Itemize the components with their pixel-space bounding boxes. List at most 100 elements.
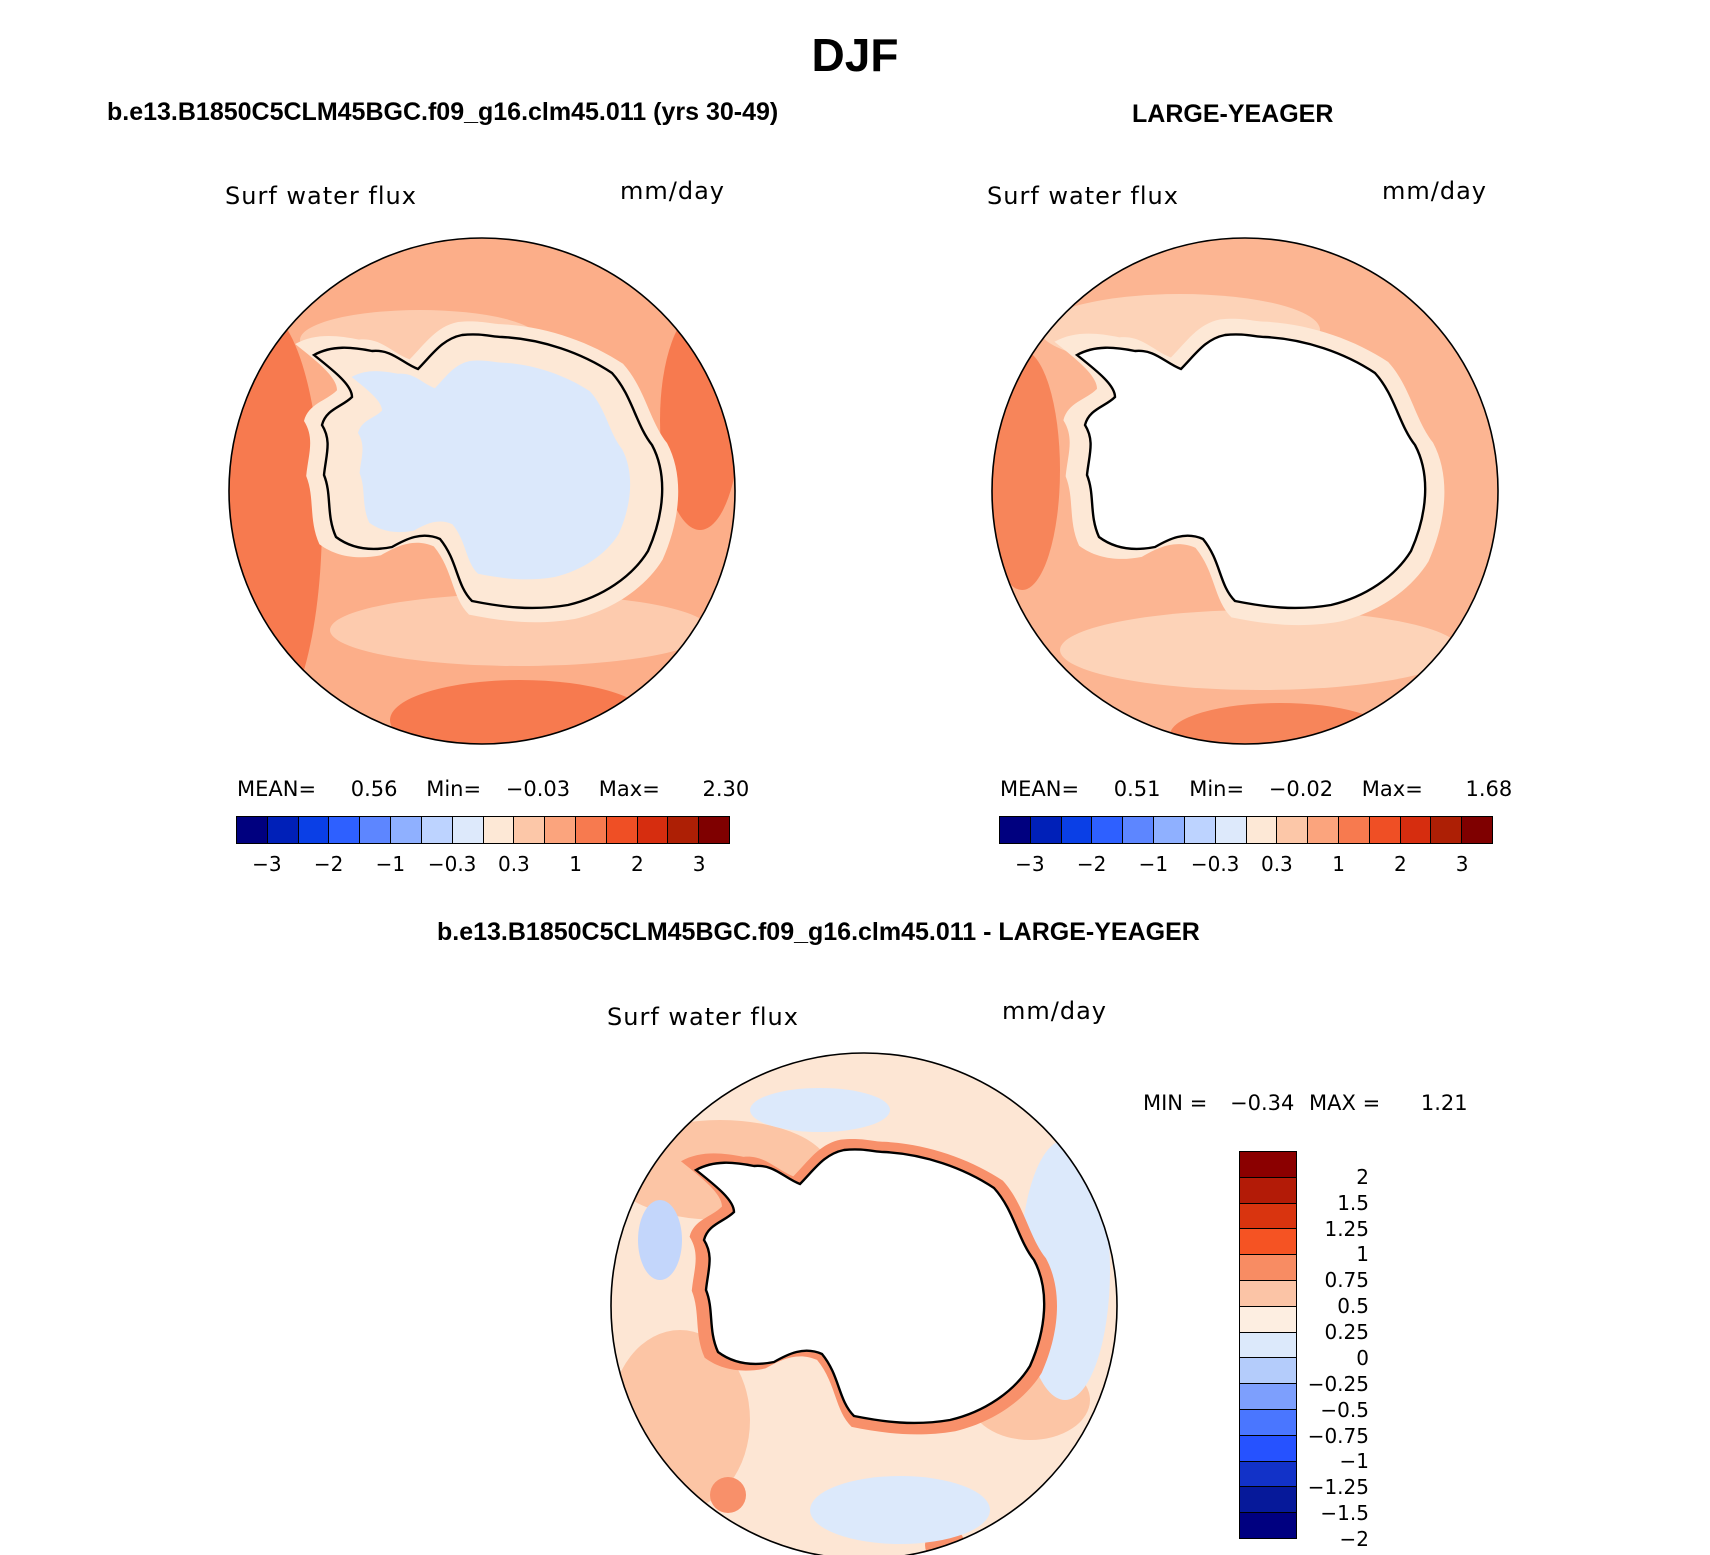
colorbar-tick-label: −2 — [1339, 1527, 1369, 1551]
colorbar-tick-label: 0.5 — [1337, 1294, 1369, 1319]
colorbar-tick-label: −0.75 — [1307, 1423, 1369, 1448]
colorbar-swatch — [1240, 1358, 1296, 1385]
colorbar-swatch — [1338, 817, 1370, 843]
colorbar-swatch — [267, 817, 299, 843]
ocean-strong — [992, 350, 1060, 590]
colorbar-swatch — [1061, 817, 1093, 843]
colorbar-swatch — [668, 817, 700, 843]
colorbar-tick-label: −0.3 — [427, 852, 477, 876]
colorbar-tick-label: −2 — [1076, 852, 1107, 876]
colorbar-tick-label: −3 — [1015, 852, 1045, 876]
ocean-strong — [1170, 703, 1390, 744]
colorbar-swatch — [545, 817, 576, 843]
colorbar-diff — [1239, 1151, 1297, 1539]
colorbar-swatch — [1092, 817, 1124, 843]
colorbar-tick-label: −3 — [252, 852, 282, 876]
map-model — [228, 237, 736, 745]
min-label: Min= — [426, 777, 482, 801]
colorbar-swatch — [1369, 817, 1401, 843]
mean-label: MEAN= — [1000, 777, 1080, 801]
colorbar-swatch — [637, 817, 669, 843]
colorbar-tick-label: 2 — [1394, 852, 1407, 876]
colorbar-tick-label: 0.25 — [1324, 1320, 1369, 1345]
figure-title: DJF — [811, 29, 899, 81]
map-boundary — [610, 1052, 1118, 1555]
colorbar-swatch — [421, 817, 453, 843]
colorbar-tick-label: 1 — [1356, 1242, 1369, 1267]
panel-title-diff: b.e13.B1850C5CLM45BGC.f09_g16.clm45.011 … — [437, 918, 1200, 946]
colorbar-swatch — [1154, 817, 1185, 843]
colorbar-swatch — [1240, 1384, 1296, 1410]
panel-title-obs: LARGE-YEAGER — [1132, 100, 1334, 128]
panel-title-model: b.e13.B1850C5CLM45BGC.f09_g16.clm45.011 … — [107, 98, 779, 126]
colorbar-swatch — [298, 817, 330, 843]
ocean-weak — [1060, 610, 1460, 690]
colorbar-swatch — [1462, 817, 1492, 843]
colorbar-swatch — [1123, 817, 1155, 843]
units-label-diff: mm/day — [1002, 997, 1107, 1025]
colorbar-swatch — [391, 817, 422, 843]
colorbar-swatch — [1308, 817, 1339, 843]
max-value: 1.68 — [1465, 777, 1513, 801]
ocean-weak — [330, 594, 710, 666]
colorbar-swatch — [1240, 1203, 1296, 1230]
colorbar-swatch — [1240, 1487, 1296, 1514]
ocean-strong — [390, 680, 650, 744]
max-label: Max= — [598, 777, 660, 801]
colorbar-swatch — [360, 817, 392, 843]
colorbar-tick-label: 2 — [631, 852, 644, 876]
min-value: −0.03 — [505, 777, 571, 801]
stats-diff: MIN = −0.34 MAX = 1.21 — [1143, 1091, 1468, 1115]
max-value: 2.30 — [702, 777, 750, 801]
colorbar-tick-label: −0.5 — [1320, 1397, 1369, 1422]
max-label: Max= — [1361, 777, 1423, 801]
colorbar-swatch — [1277, 817, 1309, 843]
negative-anomaly — [750, 1088, 890, 1132]
colorbar-tick-label: −1.25 — [1307, 1475, 1369, 1500]
colorbar-swatch — [1240, 1152, 1296, 1178]
colorbar-swatch — [1215, 817, 1247, 843]
variable-label-model: Surf water flux — [225, 182, 417, 210]
colorbar-swatch — [1431, 817, 1463, 843]
colorbar-tick-label: 0.75 — [1324, 1268, 1369, 1293]
colorbar-swatch — [1240, 1280, 1296, 1307]
map-boundary — [991, 237, 1499, 745]
max-value: 1.21 — [1420, 1091, 1468, 1115]
colorbar-swatch — [1240, 1306, 1296, 1333]
colorbar-tick-label: 1.5 — [1337, 1190, 1369, 1215]
colorbar-swatch — [1400, 817, 1432, 843]
colorbar-swatch — [1000, 817, 1031, 843]
colorbar-tick-label: −2 — [313, 852, 344, 876]
colorbar-tick-label: 3 — [692, 852, 706, 876]
colorbar-swatch — [514, 817, 546, 843]
variable-label-obs: Surf water flux — [987, 182, 1179, 210]
units-label-model: mm/day — [620, 177, 725, 205]
colorbar-swatch — [1240, 1332, 1296, 1359]
map-boundary — [228, 237, 736, 745]
strong-anomaly — [710, 1477, 746, 1513]
stats-obs: MEAN= 0.51 Min= −0.02 Max= 1.68 — [1000, 777, 1512, 801]
mean-label: MEAN= — [237, 777, 317, 801]
variable-label-diff: Surf water flux — [607, 1003, 799, 1031]
colorbar-swatch — [237, 817, 268, 843]
colorbar-tick-label: −0.3 — [1190, 852, 1240, 876]
min-label: MIN = — [1143, 1091, 1208, 1115]
colorbar-obs — [999, 816, 1493, 844]
negative-anomaly — [810, 1476, 990, 1544]
min-value: −0.02 — [1268, 777, 1334, 801]
colorbar-tick-label: −0.25 — [1307, 1371, 1369, 1396]
colorbar-model — [236, 816, 730, 844]
colorbar-tick-label: 2 — [1356, 1164, 1369, 1189]
colorbar-tick-label: −1.5 — [1320, 1501, 1369, 1526]
colorbar-tick-label: 1.25 — [1324, 1216, 1369, 1241]
max-label: MAX = — [1309, 1091, 1381, 1115]
negative-anomaly — [638, 1200, 682, 1280]
colorbar-swatch — [1240, 1229, 1296, 1256]
ocean-strong — [229, 310, 322, 730]
min-value: −0.34 — [1229, 1091, 1295, 1115]
min-label: Min= — [1189, 777, 1245, 801]
mean-value: 0.51 — [1113, 777, 1161, 801]
colorbar-tick-label: 1 — [569, 852, 582, 876]
colorbar-tick-label: 1 — [1332, 852, 1345, 876]
